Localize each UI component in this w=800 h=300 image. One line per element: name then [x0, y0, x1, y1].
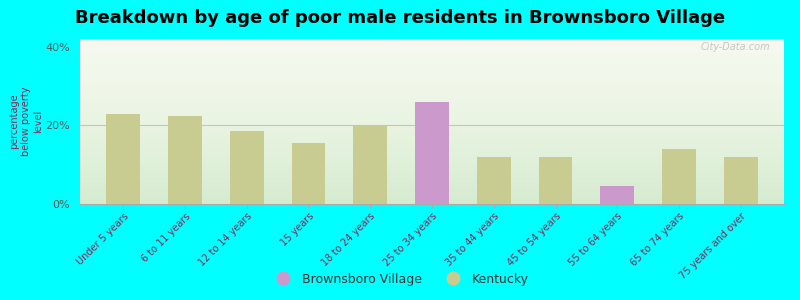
- Bar: [662, 149, 696, 204]
- Legend: Brownsboro Village, Kentucky: Brownsboro Village, Kentucky: [266, 268, 534, 291]
- Bar: [415, 159, 449, 204]
- Text: City-Data.com: City-Data.com: [700, 42, 770, 52]
- Bar: [600, 186, 634, 204]
- Bar: [538, 157, 573, 204]
- Text: Breakdown by age of poor male residents in Brownsboro Village: Breakdown by age of poor male residents …: [75, 9, 725, 27]
- Bar: [230, 131, 264, 204]
- Bar: [477, 157, 510, 204]
- Bar: [415, 102, 449, 204]
- Bar: [354, 125, 387, 204]
- Y-axis label: percentage
below poverty
level: percentage below poverty level: [10, 87, 42, 156]
- Bar: [168, 116, 202, 204]
- Bar: [106, 114, 140, 204]
- Bar: [291, 143, 326, 204]
- Bar: [724, 157, 758, 204]
